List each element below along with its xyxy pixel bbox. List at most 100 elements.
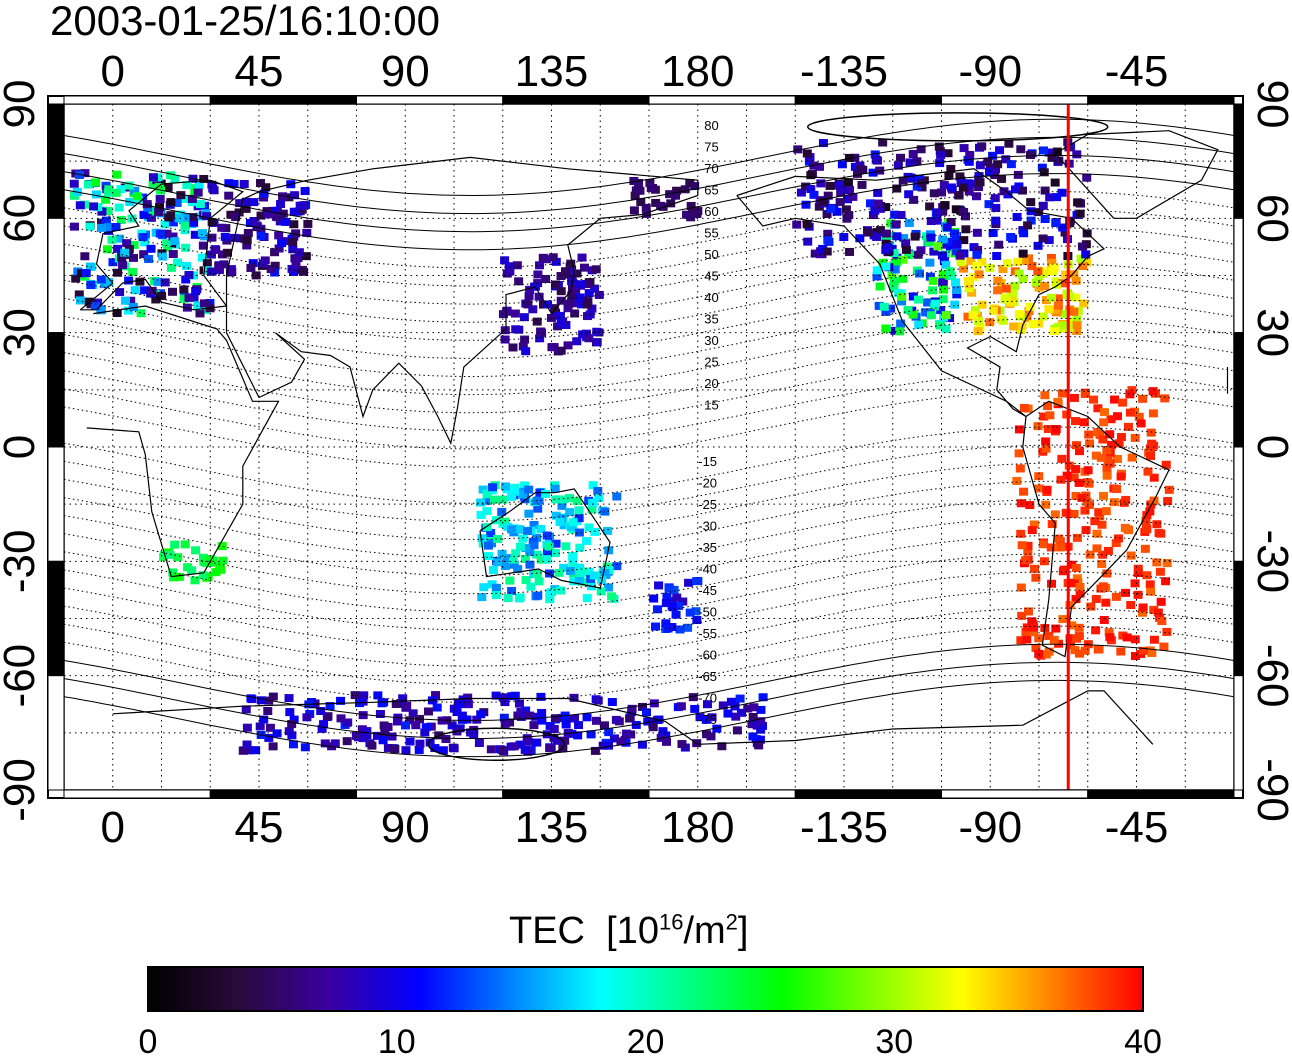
tec-cell [818,244,828,253]
tec-cell [881,307,891,316]
tec-cell [478,485,488,494]
tec-cell [1065,634,1075,643]
lat-scale-segment [1233,446,1244,562]
tec-cell [648,723,658,732]
axis-tick-labels: 0 0 45 45 90 90 135 135 180 180 -135 -135 -90 -90 -45 -… [0,47,1292,852]
tec-cell [1012,476,1022,485]
tec-cell [563,341,573,350]
tec-cell [242,241,252,250]
tec-cell [545,569,555,578]
tec-cell [556,319,566,328]
right-lat-tick-label: 90 [1248,80,1292,129]
tec-cell [81,269,91,278]
tec-cell [1016,145,1026,154]
tec-cell [1085,550,1095,559]
tec-cell [916,145,926,154]
tec-cell [532,570,542,579]
tec-cell [735,694,745,703]
tec-cell [359,691,369,700]
tec-cell [383,722,393,731]
tec-cell [520,554,530,563]
tec-cell [1057,454,1067,463]
tec-cell [1099,418,1109,427]
tec-cell [535,334,545,343]
tec-cell [1156,597,1166,606]
tec-cell [126,296,136,305]
tec-cell [128,268,138,277]
tec-cell [117,253,127,262]
contour-label: -25 [698,497,717,512]
tec-cell [707,713,717,722]
tec-cell [717,742,727,751]
tec-cell [589,571,599,580]
tec-cell [1149,605,1159,614]
tec-cell [1152,558,1162,567]
magnetic-contour [64,354,1234,432]
tec-cell [662,592,672,601]
tec-cell [684,578,694,587]
tec-cell [1099,615,1109,624]
tec-cell [380,728,390,737]
tec-cell [972,228,982,237]
tec-cell [1096,453,1106,462]
tec-cell [571,286,581,295]
tec-cell [837,160,847,169]
tec-cell [1044,631,1054,640]
tec-cell [194,181,204,190]
tec-cell [1047,579,1057,588]
tec-cell [975,161,985,170]
tec-cell [664,584,674,593]
tec-cell [153,173,163,182]
tec-cell [1030,564,1040,573]
tec-data-layer [69,138,1174,756]
tec-cell [932,216,942,225]
tec-cell [211,245,221,254]
tec-cell [1141,516,1151,525]
tec-cell [101,195,111,204]
tec-cell [748,732,758,741]
magnetic-contour [64,661,1234,739]
tec-cell [977,142,987,151]
tec-cell [121,296,131,305]
tec-cell [1071,491,1081,500]
coastline [479,488,611,589]
tec-cell [378,736,388,745]
tec-cell [968,311,978,320]
magnetic-contour [64,462,1234,540]
tec-cell [158,252,168,261]
tec-cell [148,173,158,182]
tec-cell [120,248,130,257]
tec-cell [749,703,759,712]
tec-cell [147,286,157,295]
tec-cell [825,181,835,190]
tec-cell [529,520,539,529]
tec-cell [997,174,1007,183]
tec-cell [1099,491,1109,500]
tec-cell [163,243,173,252]
tec-cell [251,271,261,280]
tec-cell [1090,517,1100,526]
tec-cell [1016,636,1026,645]
tec-cell [573,731,583,740]
tec-cell [823,229,833,238]
tec-cell [691,607,701,616]
tec-cell [222,248,232,257]
tec-cell [904,190,914,199]
tec-cell [1056,543,1066,552]
tec-cell [491,591,501,600]
tec-cell [964,276,974,285]
tec-cell [929,247,939,256]
tec-cell [872,272,882,281]
magnetic-contour [64,589,1234,667]
tec-cell [889,281,899,290]
tec-cell [929,189,939,198]
tec-cell [80,252,90,261]
tec-cell [643,717,653,726]
tec-cell [939,285,949,294]
tec-cell [505,267,515,276]
left-lat-tick-label: 60 [0,194,44,243]
tec-cell [574,514,584,523]
tec-cell [1113,534,1123,543]
tec-cell [463,700,473,709]
tec-cell [1142,571,1152,580]
